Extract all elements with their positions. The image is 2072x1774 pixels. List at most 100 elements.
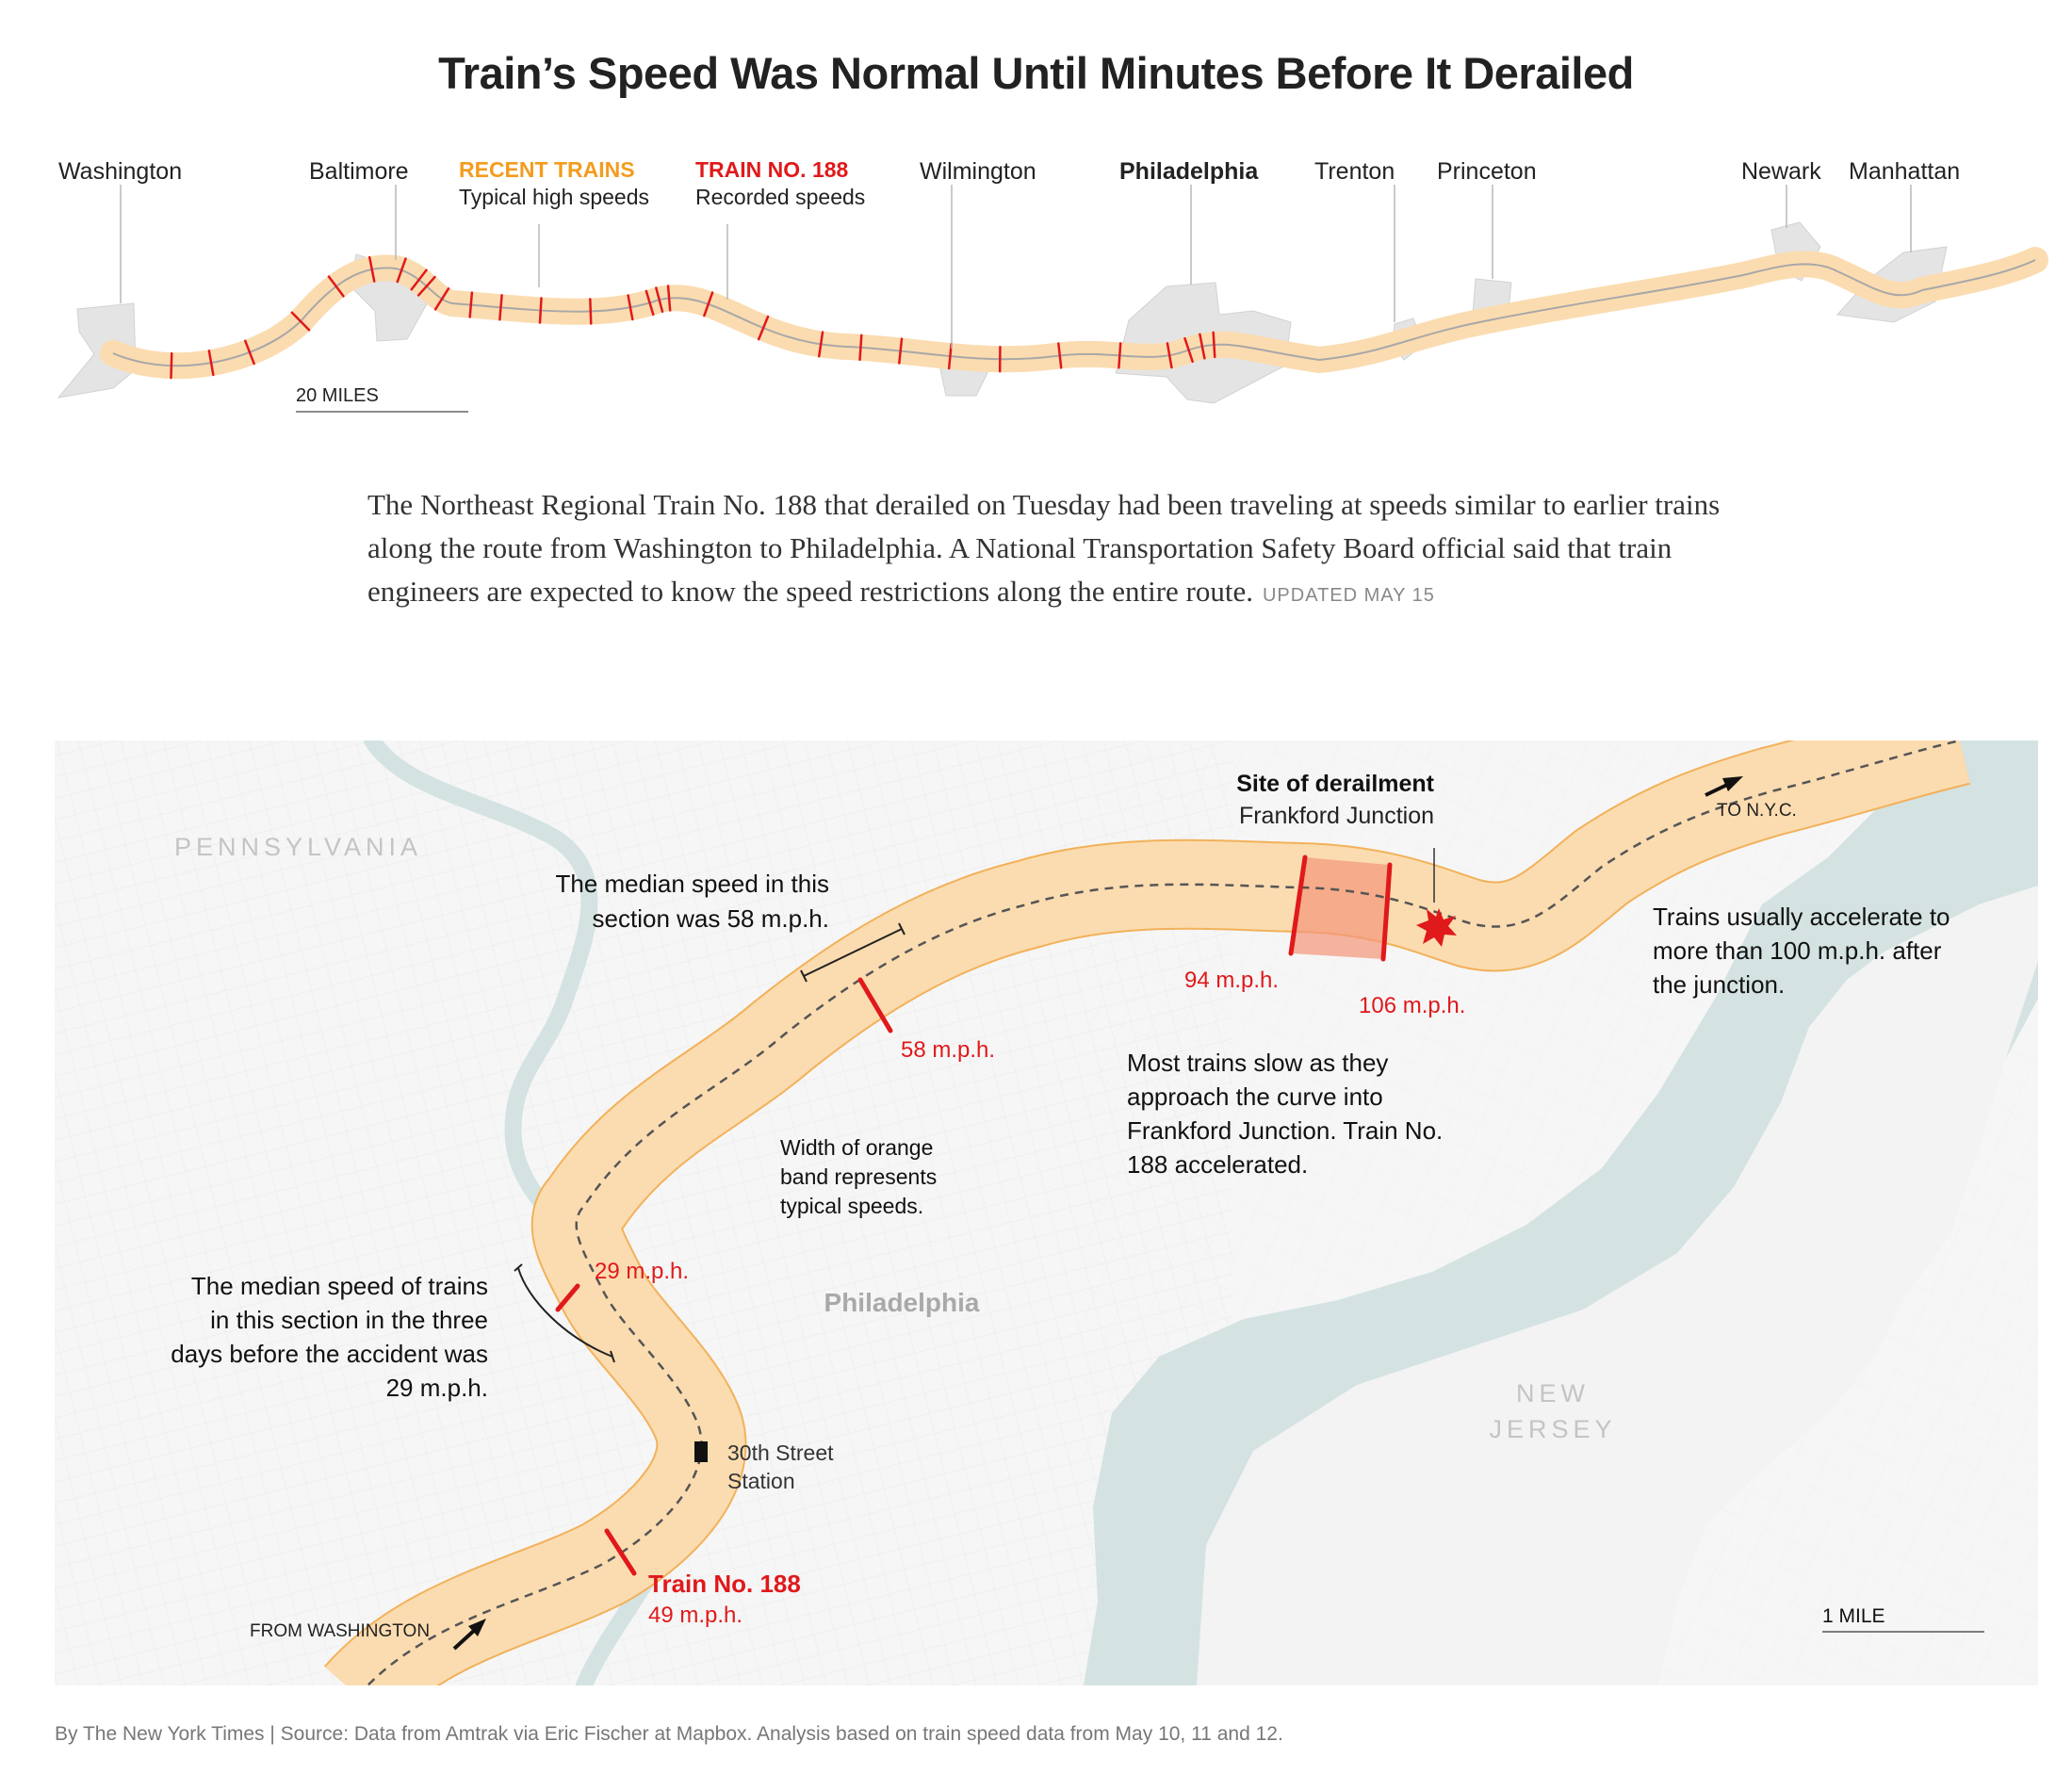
overview-speed-tick — [396, 257, 407, 284]
station-label-2: Station — [727, 1469, 795, 1493]
overview-speed-tick — [1166, 342, 1173, 369]
note-29-line-4: 29 m.p.h. — [386, 1374, 488, 1402]
slow-note-line-3: Frankford Junction. Train No. — [1127, 1116, 1443, 1145]
overview-speed-tick — [327, 275, 345, 298]
city-label-baltimore: Baltimore — [309, 158, 409, 185]
overview-speed-tick — [1057, 342, 1063, 369]
train-route-line — [366, 741, 1961, 1685]
from-washington-arrow-icon — [452, 1619, 486, 1651]
intro-text: The Northeast Regional Train No. 188 tha… — [367, 488, 1721, 608]
overview-speed-tick — [410, 269, 428, 291]
philadelphia-city-label: Philadelphia — [824, 1288, 980, 1317]
overview-speed-tick — [858, 334, 863, 362]
intro-paragraph: The Northeast Regional Train No. 188 tha… — [367, 483, 1724, 617]
tick-58-mph — [857, 977, 893, 1033]
accel-note-line-3: the junction. — [1653, 970, 1785, 999]
legend-train-title: TRAIN NO. 188 — [695, 157, 849, 182]
width-note-line-1: Width of orange — [780, 1135, 933, 1160]
derailment-section-highlight — [1291, 857, 1390, 959]
overview-speed-tick — [170, 351, 173, 380]
new-jersey-label-2: JERSEY — [1489, 1415, 1616, 1443]
accel-note-line-1: Trains usually accelerate to — [1653, 903, 1950, 931]
tick-106-mph — [1380, 862, 1393, 962]
note-29-line-1: The median speed of trains — [191, 1272, 488, 1300]
overview-speed-tick — [207, 350, 215, 377]
overview-speed-tick — [433, 287, 450, 311]
overview-speed-tick — [367, 255, 376, 283]
overview-speed-tick — [244, 339, 255, 366]
legend-train-sub: Recorded speeds — [695, 185, 865, 209]
overview-speed-tick — [468, 291, 474, 318]
train-188-speed-ticks — [170, 255, 1216, 380]
speed-label-94: 94 m.p.h. — [1184, 968, 1279, 993]
overview-speed-tick — [538, 297, 543, 324]
train-188-label: Train No. 188 — [648, 1570, 801, 1598]
overview-route-map: Washington Baltimore Wilmington Philadelphi… — [57, 157, 2048, 413]
speed-label-29: 29 m.p.h. — [595, 1259, 689, 1284]
overview-speed-tick — [290, 311, 311, 332]
updated-date: UPDATED MAY 15 — [1262, 585, 1435, 606]
city-label-manhattan: Manhattan — [1849, 158, 1960, 185]
city-label-princeton: Princeton — [1437, 158, 1537, 185]
overview-speed-tick — [1199, 333, 1206, 360]
overview-city-labels: Washington Baltimore Wilmington Philadelphi… — [58, 158, 1960, 349]
accel-note-line-2: more than 100 m.p.h. after — [1653, 936, 1942, 965]
note-58-line-2: section was 58 m.p.h. — [593, 904, 829, 933]
page-title: Train’s Speed Was Normal Until Minutes B… — [438, 48, 1634, 98]
tick-29-mph — [555, 1283, 580, 1312]
overview-speed-tick — [498, 294, 503, 321]
30th-street-station-icon — [694, 1441, 708, 1462]
overview-speed-tick — [655, 286, 664, 313]
from-washington-label: FROM WASHINGTON — [250, 1621, 430, 1641]
speed-label-49: 49 m.p.h. — [648, 1603, 742, 1628]
new-jersey-land — [1197, 886, 2038, 1685]
overview-speed-tick — [589, 298, 593, 325]
speed-label-106: 106 m.p.h. — [1359, 993, 1465, 1018]
legend-recent-title: RECENT TRAINS — [459, 157, 635, 182]
slow-note-line-1: Most trains slow as they — [1127, 1049, 1388, 1077]
city-label-washington: Washington — [58, 158, 182, 185]
overview-speed-tick — [644, 289, 655, 317]
bracket-29-section — [514, 1263, 615, 1363]
derailment-site-icon — [1416, 908, 1457, 947]
philadelphia-detail-map: PENNSYLVANIA NEW JERSEY Philadelphia — [55, 741, 2038, 1685]
source-credit: By The New York Times | Source: Data fro… — [55, 1723, 1283, 1745]
overview-speed-tick — [1212, 331, 1216, 359]
station-label-1: 30th Street — [727, 1440, 834, 1465]
overview-speed-tick — [818, 331, 824, 358]
note-58-line-1: The median speed in this — [555, 870, 829, 898]
overview-speed-tick — [947, 342, 953, 370]
detail-scale-label: 1 MILE — [1822, 1605, 1885, 1627]
derailment-subtitle: Frankford Junction — [1239, 803, 1434, 829]
overview-speed-tick — [898, 337, 904, 365]
pennsylvania-label: PENNSYLVANIA — [174, 833, 422, 861]
overview-speed-tick — [666, 285, 672, 312]
bracket-58-section — [800, 922, 905, 983]
to-nyc-arrow-icon — [1705, 776, 1743, 797]
slow-note-line-4: 188 accelerated. — [1127, 1150, 1308, 1179]
overview-speed-tick — [1183, 336, 1194, 364]
width-note-line-2: band represents — [780, 1164, 937, 1189]
overview-route-line — [112, 259, 2036, 367]
overview-scale-label: 20 MILES — [296, 385, 379, 406]
new-jersey-label-1: NEW — [1516, 1379, 1590, 1408]
speed-label-58: 58 m.p.h. — [901, 1037, 995, 1063]
note-29-line-3: days before the accident was — [171, 1340, 488, 1368]
washington-area — [57, 302, 137, 399]
city-label-philadelphia: Philadelphia — [1119, 158, 1259, 185]
city-label-newark: Newark — [1741, 158, 1821, 185]
derailment-title: Site of derailment — [1236, 771, 1434, 797]
slow-note-line-2: approach the curve into — [1127, 1082, 1383, 1111]
city-label-wilmington: Wilmington — [920, 158, 1036, 185]
overview-speed-tick — [1118, 342, 1122, 369]
overview-speed-tick — [703, 291, 714, 317]
legend-recent-sub: Typical high speeds — [459, 185, 649, 209]
width-note-line-3: typical speeds. — [780, 1194, 923, 1218]
overview-speed-tick — [757, 315, 770, 341]
tick-49-mph — [604, 1528, 637, 1576]
note-29-line-2: in this section in the three — [210, 1306, 488, 1334]
overview-speed-tick — [416, 275, 436, 297]
to-nyc-label: TO N.Y.C. — [1717, 801, 1797, 821]
city-label-trenton: Trenton — [1314, 158, 1395, 185]
overview-speed-tick — [627, 294, 634, 321]
